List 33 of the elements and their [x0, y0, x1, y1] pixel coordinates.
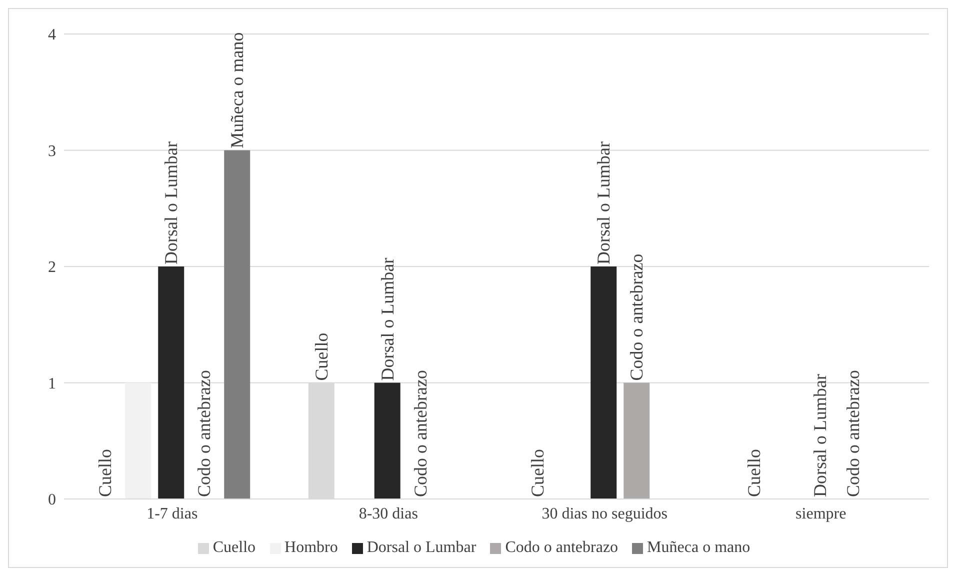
legend-label: Hombro	[284, 539, 338, 557]
data-label: Codo o antebrazo	[626, 254, 647, 381]
data-label: Codo o antebrazo	[194, 370, 214, 497]
y-tick-label: 1	[48, 375, 56, 392]
data-label: Dorsal o Lumbar	[377, 258, 398, 381]
data-label: Cuello	[95, 448, 116, 497]
bar	[374, 382, 400, 499]
data-label: Muñeca o mano	[227, 32, 248, 148]
y-tick-label: 2	[48, 259, 56, 276]
x-tick-label: 1-7 dias	[146, 505, 198, 522]
bar	[158, 266, 184, 499]
x-tick-label: siempre	[796, 505, 846, 522]
bar	[125, 382, 152, 499]
y-tick-label: 0	[48, 492, 56, 509]
y-tick-label: 4	[48, 26, 56, 44]
data-label: Cuello	[311, 332, 332, 381]
data-label: Dorsal o Lumbar	[594, 142, 614, 264]
data-label: Codo o antebrazo	[842, 370, 863, 497]
data-label: Dorsal o Lumbar	[161, 142, 182, 264]
legend-label: Codo o antebrazo	[505, 539, 618, 557]
legend-label: Dorsal o Lumbar	[366, 539, 476, 557]
legend-label: Cuello	[212, 539, 256, 557]
data-label: Cuello	[744, 448, 764, 497]
y-tick-label: 3	[48, 142, 56, 160]
data-label: Dorsal o Lumbar	[810, 374, 830, 497]
x-tick-label: 30 dias no seguidos	[542, 505, 668, 522]
bar	[624, 382, 650, 499]
bar	[590, 266, 617, 499]
data-label: Codo o antebrazo	[410, 370, 430, 497]
legend-label: Muñeca o mano	[647, 539, 750, 557]
data-label: Cuello	[528, 448, 548, 497]
x-tick-label: 8-30 dias	[358, 505, 418, 522]
bar	[224, 150, 250, 499]
